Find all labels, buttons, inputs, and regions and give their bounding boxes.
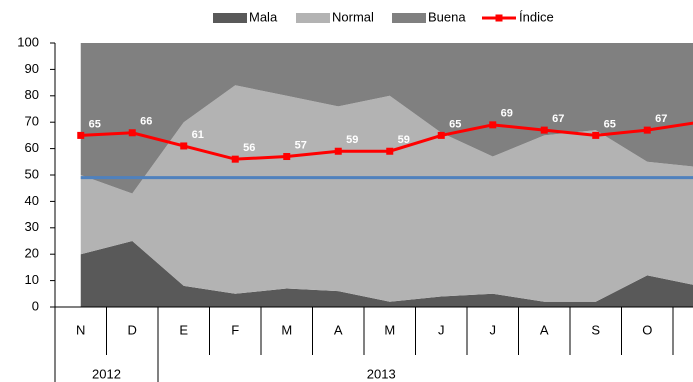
legend-label: Normal bbox=[332, 9, 374, 24]
data-label: 67 bbox=[552, 113, 564, 125]
marker bbox=[180, 142, 188, 150]
y-tick-label: 0 bbox=[32, 298, 39, 313]
x-group-label: 2012 bbox=[92, 366, 121, 381]
data-label: 65 bbox=[604, 118, 616, 130]
marker bbox=[128, 129, 136, 137]
data-label: 65 bbox=[89, 118, 101, 130]
marker bbox=[489, 121, 497, 129]
data-label: 59 bbox=[346, 134, 358, 146]
y-tick-label: 60 bbox=[25, 140, 39, 155]
y-tick-label: 70 bbox=[25, 114, 39, 129]
data-label: 57 bbox=[295, 139, 307, 151]
marker bbox=[386, 147, 394, 155]
y-tick-label: 20 bbox=[25, 246, 39, 261]
marker bbox=[231, 155, 239, 163]
y-tick-label: 50 bbox=[25, 166, 39, 181]
area bbox=[80, 85, 693, 302]
data-label: 69 bbox=[501, 108, 513, 120]
y-tick-label: 100 bbox=[17, 34, 39, 49]
data-label: 56 bbox=[243, 142, 255, 154]
y-tick-label: 40 bbox=[25, 193, 39, 208]
x-tick-label: F bbox=[231, 322, 239, 337]
legend-label: Índice bbox=[519, 9, 554, 24]
legend-swatch bbox=[495, 14, 503, 22]
marker bbox=[77, 131, 85, 139]
x-group-label: 2013 bbox=[367, 366, 396, 381]
data-label: 66 bbox=[140, 116, 152, 128]
x-tick-label: J bbox=[438, 322, 445, 337]
marker bbox=[334, 147, 342, 155]
legend-swatch bbox=[213, 13, 247, 23]
legend-label: Mala bbox=[249, 9, 278, 24]
x-tick-label: M bbox=[281, 322, 292, 337]
x-tick-label: M bbox=[384, 322, 395, 337]
area bbox=[80, 43, 693, 194]
x-tick-label: J bbox=[490, 322, 497, 337]
legend-label: Buena bbox=[428, 9, 466, 24]
marker bbox=[643, 126, 651, 134]
x-tick-label: A bbox=[334, 322, 343, 337]
x-tick-label: S bbox=[591, 322, 600, 337]
data-label: 61 bbox=[192, 129, 204, 141]
marker bbox=[283, 153, 291, 161]
y-tick-label: 80 bbox=[25, 87, 39, 102]
y-tick-label: 10 bbox=[25, 272, 39, 287]
y-tick-label: 30 bbox=[25, 219, 39, 234]
marker bbox=[437, 131, 445, 139]
x-tick-label: E bbox=[179, 322, 188, 337]
y-tick-label: 90 bbox=[25, 61, 39, 76]
marker bbox=[540, 126, 548, 134]
x-tick-label: A bbox=[540, 322, 549, 337]
legend-swatch bbox=[296, 13, 330, 23]
x-tick-label: N bbox=[76, 322, 85, 337]
x-tick-label: D bbox=[128, 322, 137, 337]
data-label: 67 bbox=[655, 113, 667, 125]
x-tick-label: O bbox=[642, 322, 652, 337]
data-label: 59 bbox=[398, 134, 410, 146]
data-label: 65 bbox=[449, 118, 461, 130]
marker bbox=[592, 131, 600, 139]
legend-swatch bbox=[392, 13, 426, 23]
area bbox=[80, 241, 693, 307]
